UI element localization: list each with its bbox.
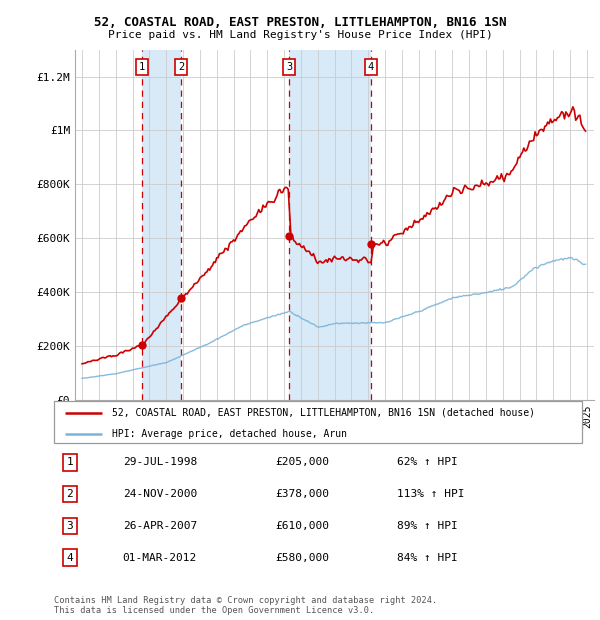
Text: 62% ↑ HPI: 62% ↑ HPI [397,458,458,467]
Text: 4: 4 [368,62,374,72]
Text: Price paid vs. HM Land Registry's House Price Index (HPI): Price paid vs. HM Land Registry's House … [107,30,493,40]
Text: 84% ↑ HPI: 84% ↑ HPI [397,552,458,562]
Text: 52, COASTAL ROAD, EAST PRESTON, LITTLEHAMPTON, BN16 1SN: 52, COASTAL ROAD, EAST PRESTON, LITTLEHA… [94,16,506,29]
Text: 29-JUL-1998: 29-JUL-1998 [122,458,197,467]
Text: 26-APR-2007: 26-APR-2007 [122,521,197,531]
Text: £580,000: £580,000 [276,552,330,562]
Text: 3: 3 [67,521,73,531]
Text: 89% ↑ HPI: 89% ↑ HPI [397,521,458,531]
Text: 113% ↑ HPI: 113% ↑ HPI [397,489,465,499]
Text: £610,000: £610,000 [276,521,330,531]
Text: 1: 1 [67,458,73,467]
Text: 2: 2 [178,62,184,72]
Text: 2: 2 [67,489,73,499]
Text: 52, COASTAL ROAD, EAST PRESTON, LITTLEHAMPTON, BN16 1SN (detached house): 52, COASTAL ROAD, EAST PRESTON, LITTLEHA… [112,407,535,417]
Text: 01-MAR-2012: 01-MAR-2012 [122,552,197,562]
Text: 3: 3 [286,62,293,72]
Text: £378,000: £378,000 [276,489,330,499]
Text: HPI: Average price, detached house, Arun: HPI: Average price, detached house, Arun [112,428,347,438]
Text: £205,000: £205,000 [276,458,330,467]
Text: Contains HM Land Registry data © Crown copyright and database right 2024.
This d: Contains HM Land Registry data © Crown c… [54,596,437,615]
Text: 4: 4 [67,552,73,562]
Bar [142,50,181,400]
Text: 24-NOV-2000: 24-NOV-2000 [122,489,197,499]
Bar [289,50,371,400]
Text: 1: 1 [139,62,145,72]
